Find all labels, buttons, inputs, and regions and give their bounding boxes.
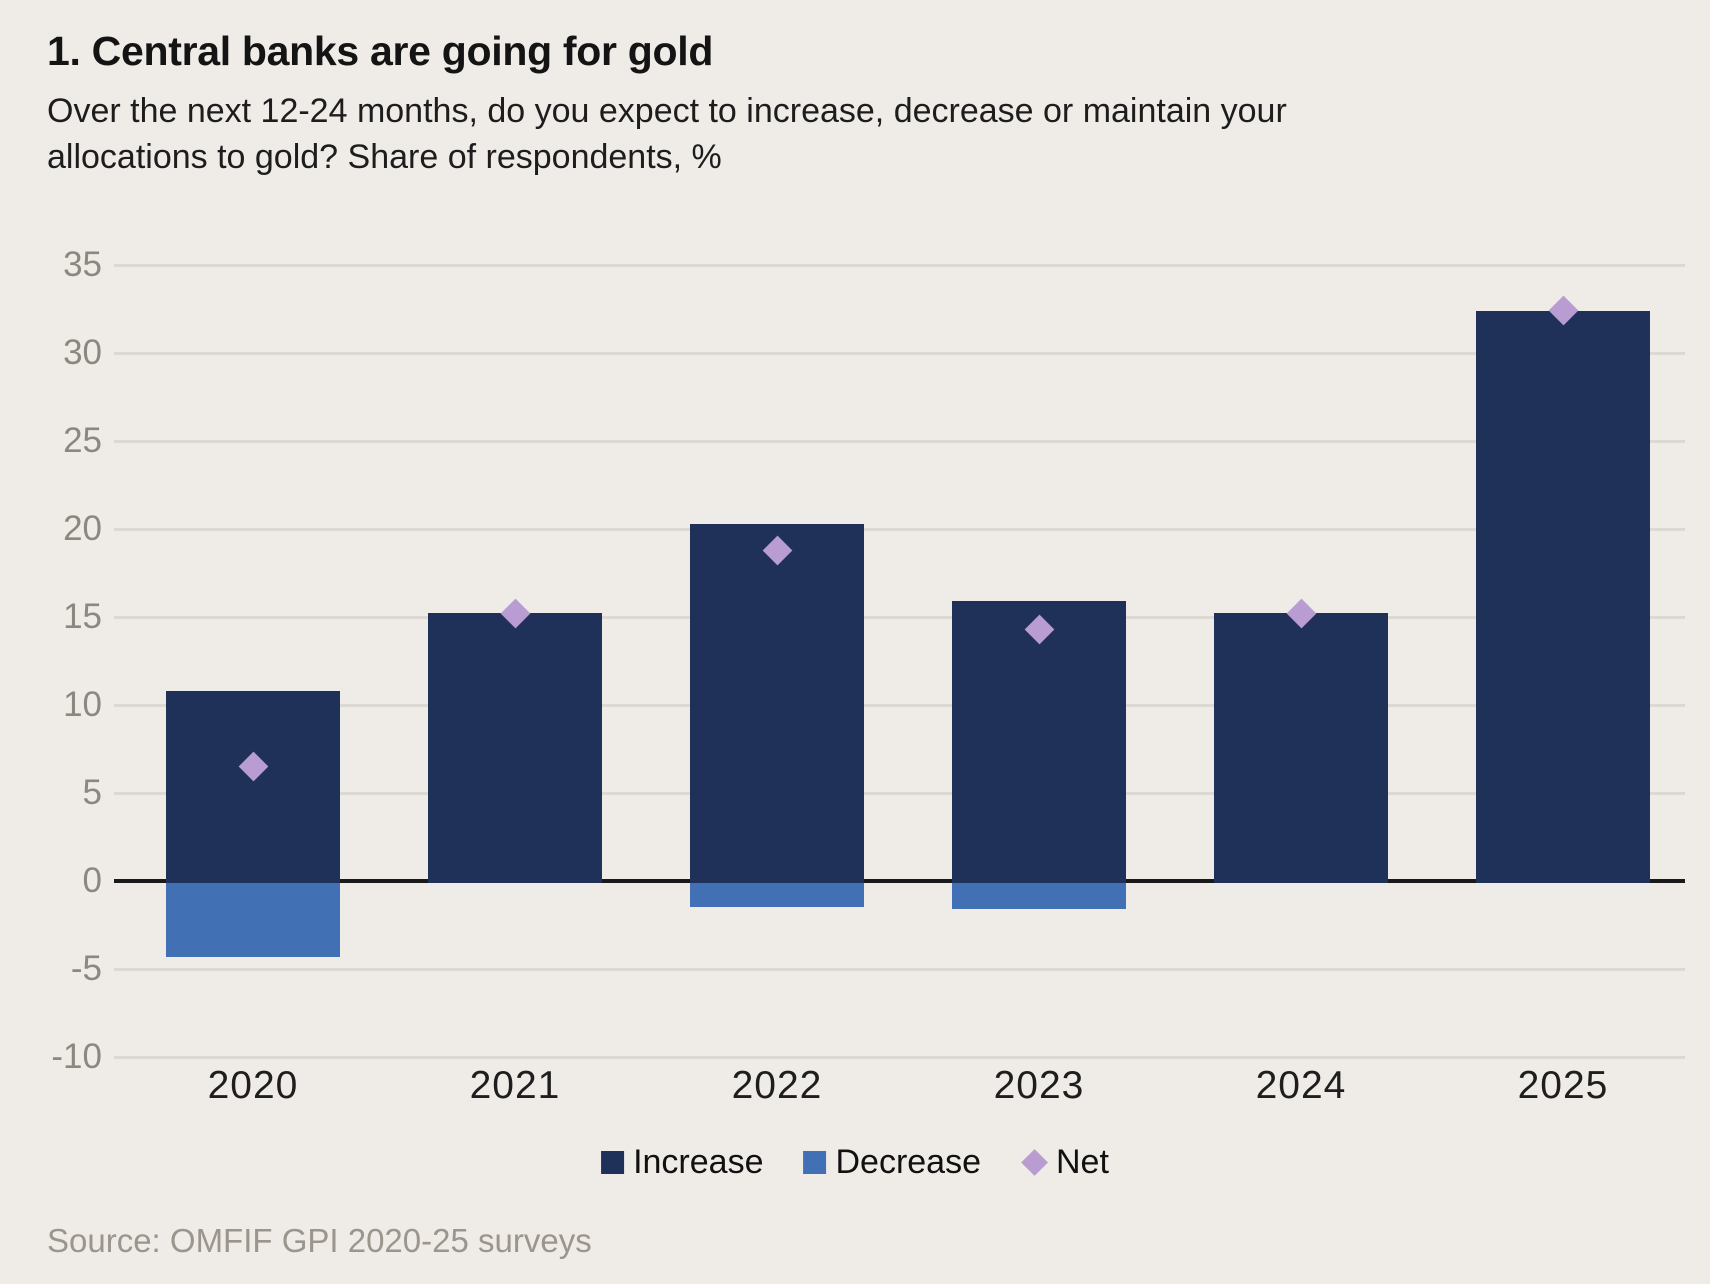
gridline-20 xyxy=(114,528,1685,531)
legend-item-decrease: Decrease xyxy=(803,1143,981,1182)
y-tick-label-5: 5 xyxy=(82,773,102,812)
chart-subtitle-line-2: allocations to gold? Share of respondent… xyxy=(47,138,722,176)
y-tick-label--5: -5 xyxy=(70,949,102,988)
source-note: Source: OMFIF GPI 2020-25 surveys xyxy=(47,1222,592,1259)
x-label-2021: 2021 xyxy=(469,1064,561,1107)
chart-legend: Increase Decrease Net xyxy=(601,1143,1109,1182)
y-tick-label--10: -10 xyxy=(51,1037,102,1076)
gridline-15 xyxy=(114,616,1685,619)
legend-label-increase: Increase xyxy=(633,1143,764,1181)
y-tick-label-0: 0 xyxy=(82,861,102,900)
gridline--5 xyxy=(114,968,1685,971)
bar-increase-2024 xyxy=(1214,613,1388,883)
legend-item-increase: Increase xyxy=(601,1143,763,1182)
x-label-2022: 2022 xyxy=(731,1064,823,1107)
gridline-10 xyxy=(114,704,1685,707)
chart-subtitle: Over the next 12-24 months, do you expec… xyxy=(47,88,1287,180)
legend-label-decrease: Decrease xyxy=(835,1143,981,1181)
legend-square-icon-decrease xyxy=(803,1151,827,1174)
bar-increase-2021 xyxy=(428,613,602,883)
legend-square-icon-increase xyxy=(601,1151,625,1174)
legend-diamond-icon-net xyxy=(1021,1149,1048,1176)
chart-subtitle-line-1: Over the next 12-24 months, do you expec… xyxy=(47,92,1287,130)
y-tick-label-20: 20 xyxy=(63,509,102,548)
y-tick-label-10: 10 xyxy=(63,685,102,724)
x-label-2024: 2024 xyxy=(1255,1064,1347,1107)
gridline-35 xyxy=(114,264,1685,267)
bar-increase-2023 xyxy=(952,601,1126,883)
gridline-25 xyxy=(114,440,1685,443)
x-label-2020: 2020 xyxy=(207,1064,299,1107)
x-label-2025: 2025 xyxy=(1517,1064,1609,1107)
y-tick-label-35: 35 xyxy=(63,245,102,284)
bar-increase-2020 xyxy=(166,690,340,883)
bar-increase-2025 xyxy=(1476,310,1650,883)
y-tick-label-30: 30 xyxy=(63,333,102,372)
y-tick-label-15: 15 xyxy=(63,597,102,636)
zero-axis-line xyxy=(114,879,1685,883)
bar-increase-2022 xyxy=(690,523,864,883)
gridline-30 xyxy=(114,352,1685,355)
legend-label-net: Net xyxy=(1056,1143,1109,1181)
bar-decrease-2020 xyxy=(166,883,340,957)
gridline-5 xyxy=(114,792,1685,795)
y-tick-label-25: 25 xyxy=(63,421,102,460)
bar-decrease-2023 xyxy=(952,883,1126,910)
legend-item-net: Net xyxy=(1021,1143,1109,1182)
x-label-2023: 2023 xyxy=(993,1064,1085,1107)
chart-title: 1. Central banks are going for gold xyxy=(47,28,714,74)
bar-decrease-2022 xyxy=(690,883,864,908)
gridline--10 xyxy=(114,1056,1685,1059)
